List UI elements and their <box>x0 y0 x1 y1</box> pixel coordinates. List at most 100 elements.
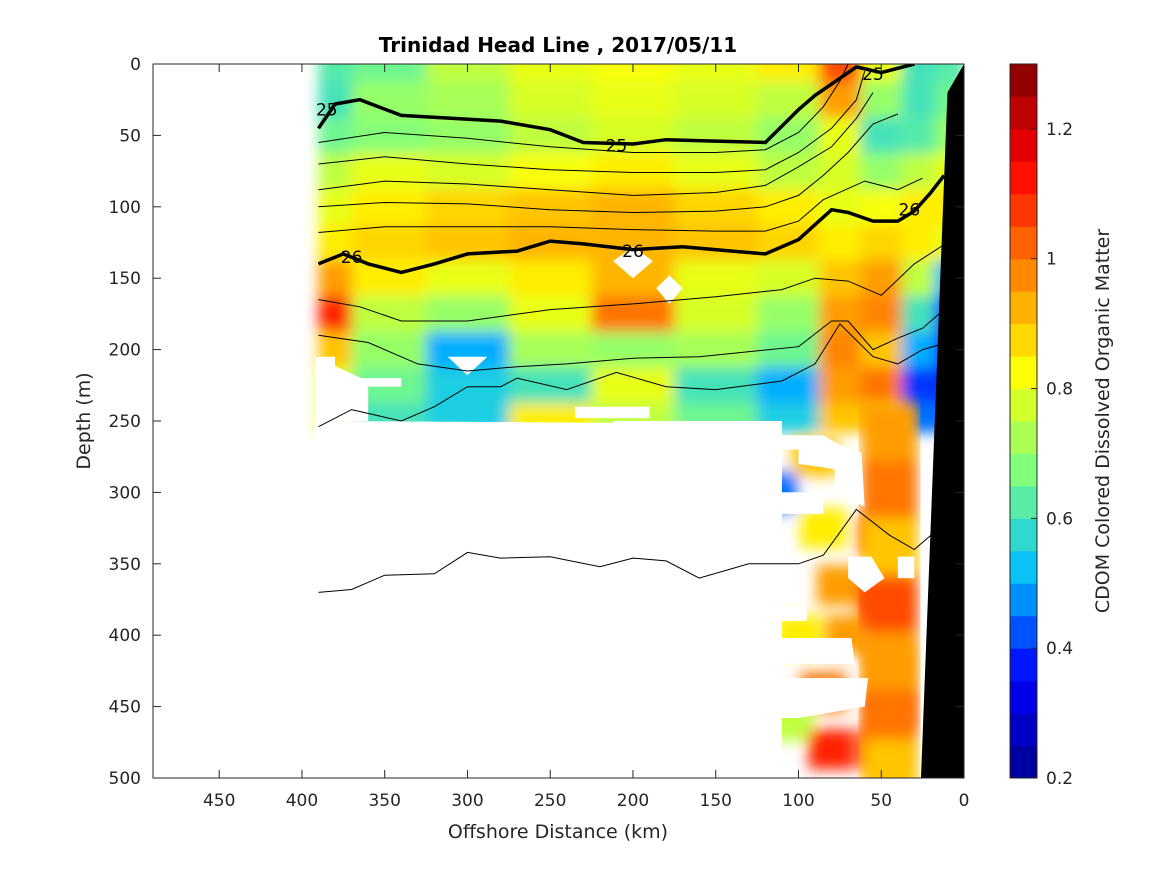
x-tick-label: 350 <box>368 791 400 811</box>
y-tick-label: 100 <box>109 198 141 218</box>
field-cell <box>901 153 936 189</box>
colorbar-segment <box>1010 421 1037 454</box>
no-data-region <box>613 246 653 279</box>
field-cell <box>318 153 352 189</box>
x-tick-label: 300 <box>451 791 483 811</box>
field-cell <box>819 224 861 261</box>
field-cell <box>860 331 902 368</box>
x-axis: 450 400 350 300 250 200 150 100 50 0 <box>203 64 969 811</box>
field-cell <box>901 81 936 118</box>
colorbar-segment <box>1010 96 1037 130</box>
x-tick-label: 400 <box>286 791 318 811</box>
field-cell <box>351 331 427 368</box>
field-cell <box>800 508 847 549</box>
field-cell <box>318 260 352 297</box>
field-cell <box>819 331 861 368</box>
isopycnal-line <box>318 508 932 593</box>
y-tick-label: 200 <box>109 341 141 361</box>
no-data-region <box>724 678 869 719</box>
field-cell <box>860 117 902 154</box>
field-cell <box>318 81 352 118</box>
field-cell <box>861 403 918 467</box>
y-tick-label: 500 <box>109 769 141 789</box>
isopycnal-label: 26 <box>622 242 644 262</box>
colorbar-segment <box>1010 518 1037 552</box>
colorbar-tick-label: 0.8 <box>1046 380 1073 400</box>
no-data-region <box>834 449 865 507</box>
field-cell <box>318 64 352 82</box>
isopycnal-label: 26 <box>341 248 363 268</box>
isopycnal-line <box>318 306 948 372</box>
x-tick-label: 50 <box>870 791 892 811</box>
field-cell <box>757 260 820 297</box>
field-cell <box>757 117 820 154</box>
isopycnal-line-bold <box>317 174 946 275</box>
field-cell <box>674 260 758 297</box>
field-cell <box>351 64 427 82</box>
field-cell <box>861 632 918 696</box>
y-tick-label: 0 <box>130 55 141 75</box>
colorbar-segment <box>1010 745 1037 779</box>
isopycnal-line <box>318 64 849 153</box>
field-cell <box>508 331 592 368</box>
isopycnal-line <box>318 323 948 428</box>
field-cell <box>757 367 820 404</box>
field-cell <box>591 64 675 82</box>
colorbar-segment <box>1010 388 1037 422</box>
y-tick-label: 50 <box>119 126 141 146</box>
no-data-region <box>724 638 855 664</box>
colorbar-segment <box>1010 583 1037 617</box>
field-cell <box>860 81 902 118</box>
field-cell <box>426 64 509 82</box>
colorbar-tick-label: 0.6 <box>1046 509 1073 529</box>
isopycnal-line <box>318 92 874 196</box>
field-cell <box>591 117 675 154</box>
x-axis-title: Offshore Distance (km) <box>448 821 668 843</box>
colorbar: 0.2 0.4 0.6 0.8 1 1.2 <box>1009 63 1073 789</box>
y-tick-label: 300 <box>109 483 141 503</box>
colorbar-frame <box>1009 63 1038 779</box>
field-cell <box>674 224 758 261</box>
no-data-region <box>656 275 683 304</box>
colorbar-tick-label: 1.2 <box>1046 120 1073 140</box>
colorbar-segment <box>1010 615 1037 649</box>
field-cell <box>351 224 427 261</box>
colorbar-segment <box>1010 64 1037 97</box>
y-tick-label: 350 <box>109 555 141 575</box>
field-cell <box>351 188 427 225</box>
no-data-region <box>781 492 824 514</box>
field-cell <box>860 260 902 297</box>
colorbar-segment <box>1010 226 1037 260</box>
field-cell <box>860 296 902 332</box>
field-cell <box>861 460 918 524</box>
x-tick-label: 450 <box>203 791 235 811</box>
y-tick-label: 450 <box>109 698 141 718</box>
no-data-region <box>748 435 849 471</box>
colorbar-segment <box>1010 453 1037 487</box>
isopycnal-line <box>318 113 898 214</box>
no-data-region <box>897 556 915 579</box>
colorbar-title: CDOM Colored Dissolved Organic Matter <box>1092 229 1114 613</box>
no-data-region <box>848 556 885 593</box>
field-cell <box>508 117 592 154</box>
field-cell <box>901 296 936 332</box>
field-cell <box>674 64 758 82</box>
colorbar-segment <box>1010 680 1037 714</box>
field-cell <box>351 296 427 332</box>
nearshore-column <box>861 403 918 778</box>
field-cell <box>808 729 855 770</box>
no-data-region <box>724 763 799 778</box>
colorbar-segment <box>1010 161 1037 195</box>
isopycnal-label: 25 <box>862 65 884 85</box>
y-tick-label: 250 <box>109 412 141 432</box>
field-cell <box>860 367 902 404</box>
colorbar-segment <box>1010 356 1037 390</box>
field-cell <box>901 331 936 368</box>
field-cell <box>591 331 675 368</box>
field-cell <box>674 296 758 332</box>
field-cell <box>901 64 936 82</box>
field-cell <box>318 117 352 154</box>
colorbar-segment <box>1010 258 1037 292</box>
field-cell <box>426 296 509 332</box>
x-tick-label: 0 <box>959 791 970 811</box>
